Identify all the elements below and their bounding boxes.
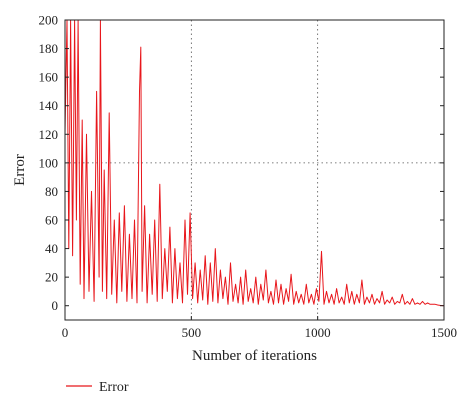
x-tick-label: 1500: [431, 325, 457, 340]
y-tick-label: 120: [39, 127, 59, 142]
y-tick-label: 160: [39, 70, 59, 85]
y-tick-label: 200: [39, 13, 59, 28]
grid: [65, 20, 444, 320]
y-tick-label: 180: [39, 41, 59, 56]
y-tick-label: 0: [52, 298, 59, 313]
plot-frame: [64, 19, 445, 321]
y-tick-label: 80: [45, 184, 58, 199]
legend: Error: [66, 380, 129, 395]
y-tick-label: 40: [45, 241, 58, 256]
ticks: 0 500 1000 1500 0 20 40 60 80 100 120 140 160 180 200: [39, 13, 458, 341]
series-layer: [64, 19, 445, 307]
series-line-error: [64, 19, 445, 307]
x-tick-label: 1000: [305, 325, 331, 340]
legend-label-error: Error: [99, 380, 129, 395]
x-tick-label: 500: [182, 325, 202, 340]
x-axis-label: Number of iterations: [192, 348, 317, 364]
y-tick-label: 60: [45, 213, 58, 228]
y-tick-label: 100: [39, 155, 59, 170]
y-tick-label: 20: [45, 270, 58, 285]
y-axis-label: Error: [12, 154, 28, 186]
y-tick-label: 140: [39, 98, 59, 113]
x-tick-label: 0: [62, 325, 69, 340]
